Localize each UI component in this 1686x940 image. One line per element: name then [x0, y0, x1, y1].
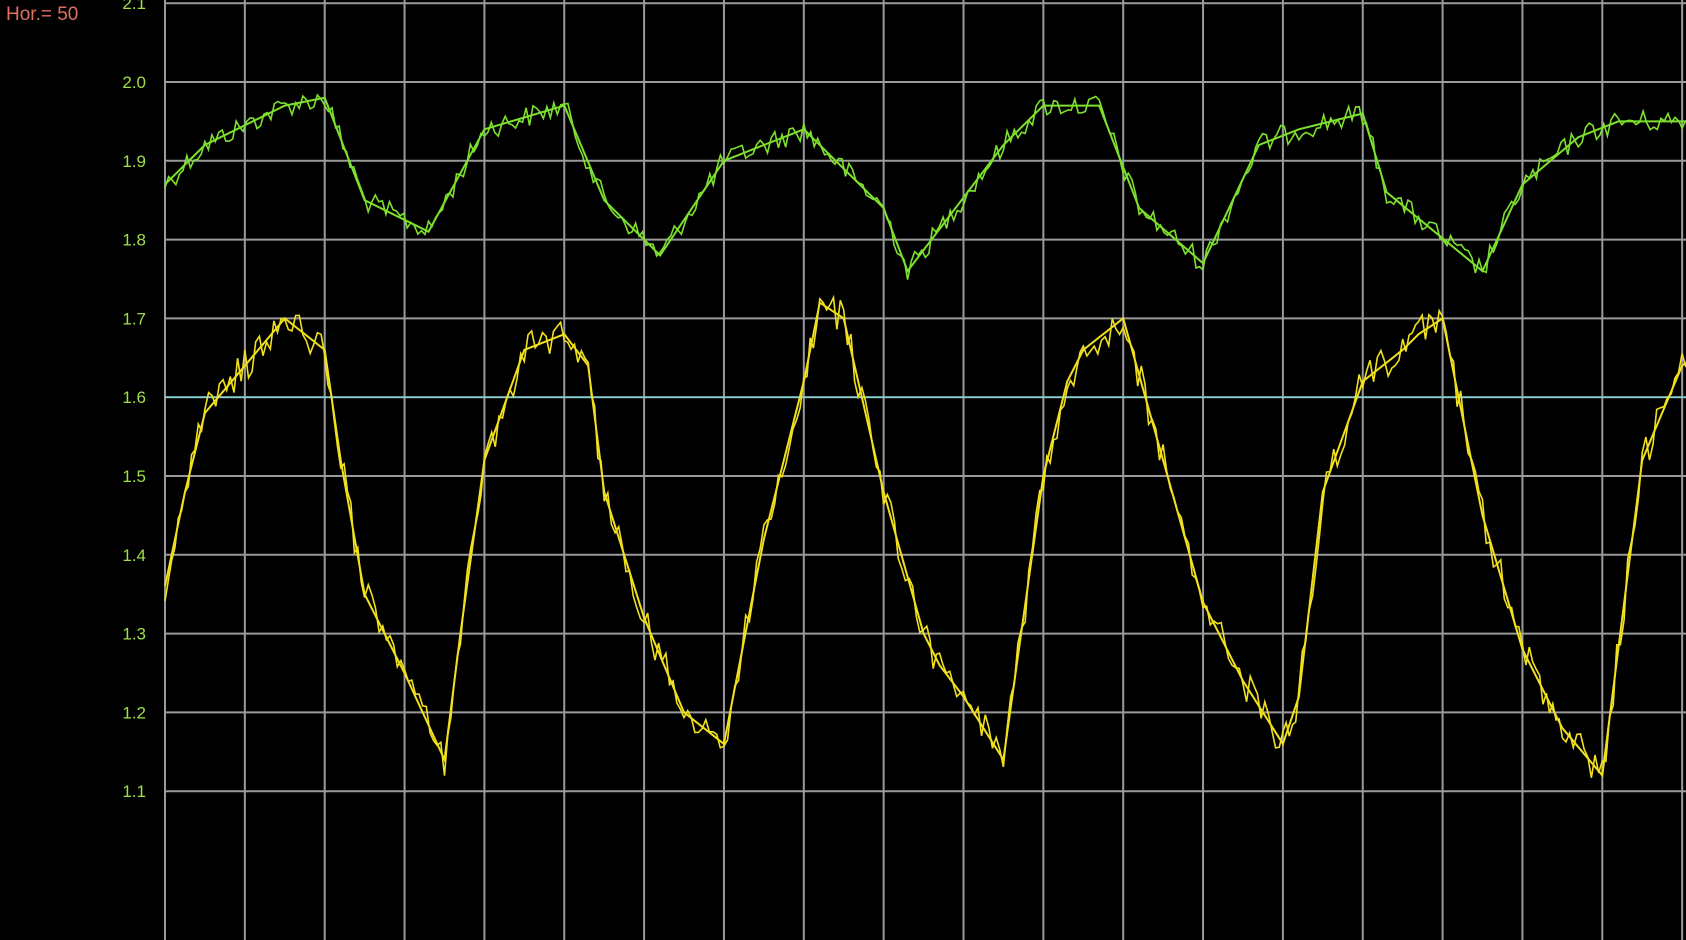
y-tick-label: 1.7: [122, 309, 146, 328]
y-tick-label: 2.0: [122, 73, 146, 92]
series-1-trace: [164, 93, 1686, 280]
series-layer: [164, 93, 1686, 778]
y-tick-labels: 2.1 2.0 1.9 1.8 1.7 1.6 1.5 1.4 1.3 1.2 1.1: [122, 0, 146, 801]
hor-readout: Hor.= 50: [6, 4, 78, 26]
y-tick-label: 1.8: [122, 231, 146, 250]
series-2-trace: [164, 294, 1686, 778]
series-2-line: [164, 300, 1686, 778]
y-tick-label: 1.3: [122, 625, 146, 644]
y-tick-label: 1.2: [122, 703, 146, 722]
hor-readout-label: Hor.=: [6, 4, 52, 25]
y-tick-label: 1.5: [122, 467, 146, 486]
series-1-line: [164, 96, 1686, 274]
y-tick-label: 1.6: [122, 388, 146, 407]
hor-readout-value: 50: [57, 4, 79, 25]
y-tick-label: 1.9: [122, 152, 146, 171]
grid: [164, 0, 1686, 940]
y-tick-label: 2.1: [122, 0, 146, 13]
y-tick-label: 1.4: [122, 546, 146, 565]
y-tick-label: 1.1: [122, 782, 146, 801]
